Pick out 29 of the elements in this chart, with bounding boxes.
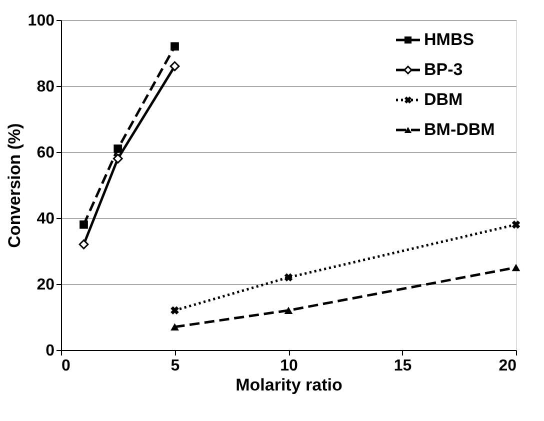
x-tick-label: 0 [62,358,70,374]
y-axis-title: Conversion (%) [4,123,24,248]
y-tick-label: 100 [28,12,55,30]
y-tick-label: 20 [36,276,55,294]
point [512,220,520,229]
y-tick-label: 60 [36,144,55,162]
legend-label: BM-DBM [424,120,495,139]
point [170,61,180,72]
point [284,273,293,282]
x-tick-label: 5 [170,358,180,374]
x-tick-label: 10 [280,358,298,374]
x-tick-label: 20 [498,358,517,374]
y-tick-label: 80 [36,78,55,96]
x-tick-label: 15 [394,358,412,374]
legend-label: HMBS [424,30,474,49]
point [112,154,123,164]
y-tick-label: 0 [46,342,55,360]
point [170,306,179,315]
point [512,264,520,272]
x-axis-title: Molarity ratio [236,376,342,394]
point [114,144,122,153]
point [170,323,179,331]
point [170,42,179,51]
legend-label: BP-3 [424,60,463,79]
y-tick-label: 40 [36,210,55,228]
point [78,239,89,250]
point [80,220,88,229]
legend-label: DBM [424,90,463,109]
point [284,306,293,314]
